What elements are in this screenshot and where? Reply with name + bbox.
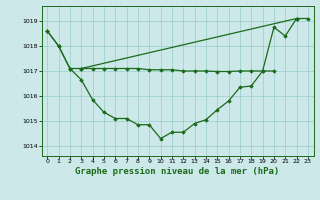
X-axis label: Graphe pression niveau de la mer (hPa): Graphe pression niveau de la mer (hPa) <box>76 167 280 176</box>
